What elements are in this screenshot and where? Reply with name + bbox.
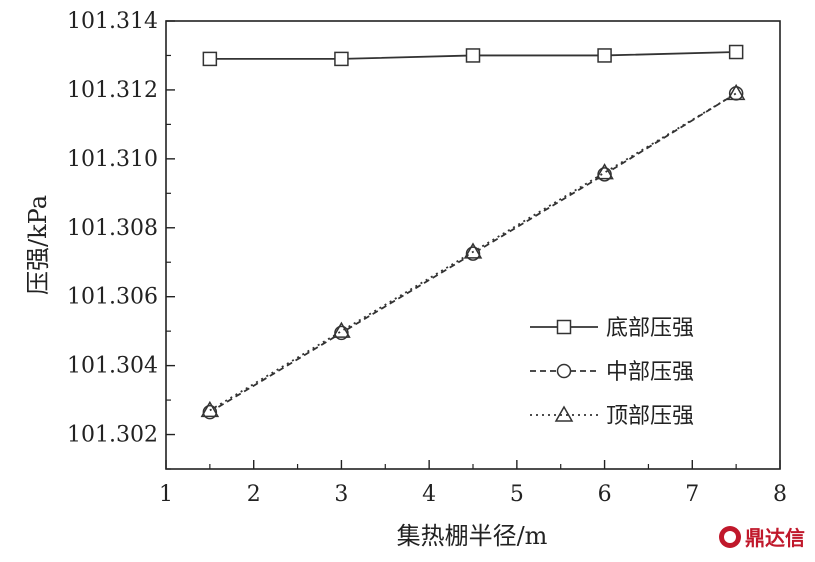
data-point (202, 51, 218, 67)
watermark-logo-icon (719, 525, 741, 548)
x-tick-label: 1 (159, 482, 173, 507)
legend-marker (556, 363, 572, 379)
ticks-layer: 101.302 101.304 101.306 101.308 101.310 101.3… (67, 9, 787, 507)
y-tick-label: 101.314 (67, 9, 158, 34)
series-line (209, 92, 737, 413)
y-tick-label: 101.306 (67, 285, 158, 310)
legend-label: 顶部压强 (606, 404, 694, 429)
y-tick-label: 101.312 (67, 78, 158, 103)
x-tick-label: 4 (422, 482, 436, 507)
legend-label: 底部压强 (606, 316, 694, 341)
x-tick-label: 8 (773, 482, 787, 507)
legend-marker (556, 319, 572, 335)
data-point (597, 48, 612, 63)
y-tick-label: 101.308 (67, 216, 158, 241)
y-axis-title: 压强/kPa (24, 195, 52, 295)
data-point (728, 44, 744, 60)
legend-label: 中部压强 (606, 360, 694, 385)
data-point (332, 321, 351, 338)
data-point (465, 48, 481, 63)
series-group (200, 83, 746, 418)
data-point (200, 400, 220, 418)
watermark-text: 鼎达信 (745, 526, 805, 550)
data-point (726, 83, 746, 101)
data-point (463, 242, 483, 259)
series-layer (200, 44, 746, 420)
x-tick-label: 3 (334, 482, 348, 507)
x-tick-label: 6 (598, 482, 612, 507)
x-tick-label: 5 (510, 482, 524, 507)
x-axis-title: 集热棚半径/m (397, 522, 548, 550)
legend-item: 顶部压强 (530, 404, 694, 429)
x-tick-label: 2 (247, 482, 261, 507)
legend-item: 中部压强 (530, 360, 694, 385)
watermark: 鼎达信 (719, 522, 805, 551)
data-point (334, 51, 349, 67)
y-tick-label: 101.302 (67, 423, 158, 448)
x-tick-label: 7 (685, 482, 699, 507)
data-point (595, 163, 614, 180)
legend-marker (554, 405, 574, 422)
plot-frame (165, 20, 781, 470)
series-line (209, 92, 737, 412)
series-group (202, 44, 744, 67)
y-tick-label: 101.310 (67, 147, 158, 172)
legend-item: 底部压强 (530, 316, 694, 341)
y-tick-label: 101.304 (67, 354, 158, 379)
